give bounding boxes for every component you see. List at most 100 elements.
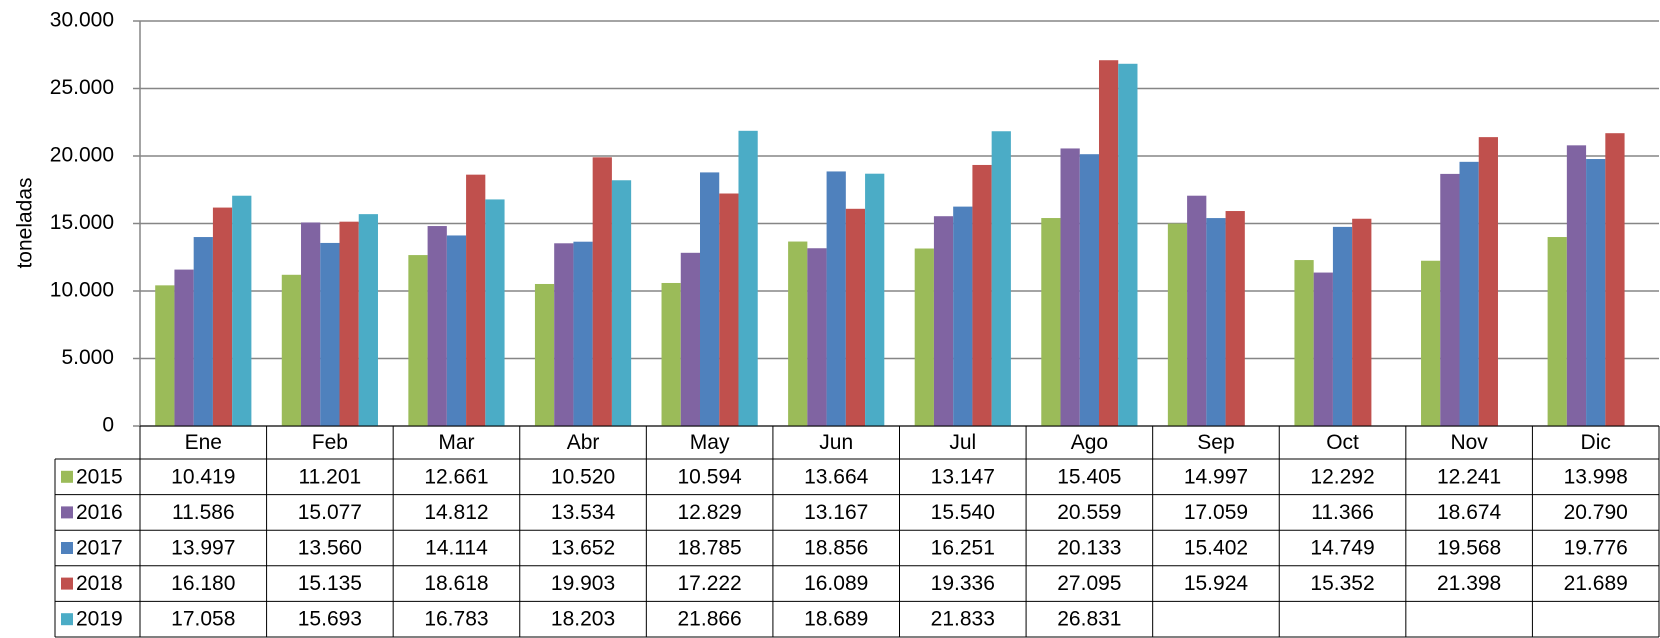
- bar: [339, 221, 359, 426]
- table-value: 11.366: [1311, 501, 1374, 524]
- bar: [953, 206, 973, 426]
- table-value: 21.833: [931, 608, 995, 631]
- bar: [1206, 218, 1226, 426]
- table-value: 26.831: [1057, 608, 1121, 631]
- bar: [1313, 272, 1333, 426]
- table-value: 15.077: [298, 501, 362, 524]
- bar: [719, 193, 739, 426]
- table-value: 15.402: [1184, 537, 1248, 560]
- bar: [788, 241, 808, 426]
- bar: [1098, 60, 1119, 426]
- x-tick-label: Oct: [1326, 431, 1359, 454]
- table-value: 10.419: [171, 465, 235, 488]
- table-value: 13.997: [171, 537, 235, 560]
- x-tick-label: Mar: [438, 431, 474, 454]
- table-value: 20.790: [1564, 501, 1628, 524]
- bar: [1041, 218, 1061, 426]
- bar: [281, 274, 302, 426]
- table-value: 10.594: [678, 465, 743, 488]
- table-value: 15.352: [1310, 572, 1374, 595]
- x-tick-label: Abr: [567, 431, 600, 454]
- bar: [680, 252, 701, 426]
- table-value: 14.114: [425, 537, 488, 560]
- legend-label: 2015: [76, 465, 123, 488]
- y-tick-label: 25.000: [50, 76, 114, 99]
- table-value: 18.856: [804, 537, 868, 560]
- table-value: 12.661: [424, 465, 488, 488]
- x-tick-label: Nov: [1450, 431, 1488, 454]
- table-value: 17.222: [678, 572, 742, 595]
- bar: [1225, 211, 1245, 426]
- bar: [1079, 154, 1099, 426]
- table-value: 18.618: [424, 572, 488, 595]
- table-value: 15.135: [298, 572, 362, 595]
- table-value: 14.997: [1184, 465, 1248, 488]
- x-tick-label: May: [690, 431, 730, 454]
- bar: [826, 171, 846, 426]
- table-value: 17.059: [1184, 501, 1248, 524]
- bar: [1421, 260, 1441, 426]
- table-value: 20.559: [1057, 501, 1121, 524]
- table-value: 21.866: [678, 608, 742, 631]
- table-value: 19.336: [931, 572, 995, 595]
- bar: [865, 173, 885, 426]
- bar: [991, 131, 1011, 426]
- bar: [700, 172, 720, 426]
- table-value: 20.133: [1057, 537, 1121, 560]
- bar: [232, 195, 252, 426]
- bar: [446, 235, 467, 426]
- table-value: 21.689: [1564, 572, 1628, 595]
- table-value: 16.251: [931, 537, 995, 560]
- table-value: 13.664: [804, 465, 869, 488]
- y-tick-label: 5.000: [61, 346, 114, 369]
- x-tick-label: Sep: [1197, 431, 1234, 454]
- table-value: 10.520: [551, 465, 615, 488]
- bar: [1332, 226, 1353, 426]
- table-value: 27.095: [1057, 572, 1121, 595]
- table-value: 19.568: [1437, 537, 1501, 560]
- bar: [320, 242, 340, 426]
- bar: [155, 285, 175, 426]
- bar: [554, 243, 574, 426]
- table-value: 16.089: [804, 572, 868, 595]
- legend-swatch: [61, 470, 73, 483]
- table-value: 15.405: [1057, 465, 1121, 488]
- legend-swatch: [61, 542, 73, 554]
- table-value: 18.203: [551, 608, 615, 631]
- legend-label: 2016: [76, 501, 123, 524]
- table-value: 15.924: [1184, 572, 1249, 595]
- bar: [573, 241, 593, 426]
- bar: [1352, 218, 1372, 426]
- table-value: 19.903: [551, 572, 615, 595]
- bar: [1605, 133, 1625, 427]
- legend-swatch: [61, 506, 73, 519]
- bar: [427, 226, 447, 426]
- table-value: 12.292: [1310, 465, 1374, 488]
- bar: [466, 174, 486, 426]
- table-value: 13.560: [298, 537, 362, 560]
- bar: [212, 207, 233, 426]
- bar: [738, 130, 758, 426]
- legend-swatch: [61, 577, 73, 590]
- legend-label: 2018: [76, 572, 123, 595]
- bar: [1118, 63, 1138, 427]
- bar: [1167, 223, 1188, 426]
- bar: [1547, 237, 1567, 426]
- bar: [534, 283, 555, 426]
- legend-swatch: [61, 613, 73, 626]
- table-value: 13.534: [551, 501, 616, 524]
- table-value: 18.689: [804, 608, 868, 631]
- bar: [1478, 137, 1498, 426]
- legend-label: 2017: [76, 537, 123, 560]
- x-tick-label: Ene: [185, 431, 222, 454]
- y-tick-label: 30.000: [50, 9, 114, 32]
- bar: [914, 248, 934, 426]
- x-tick-label: Ago: [1071, 431, 1108, 454]
- x-tick-label: Jun: [819, 431, 853, 454]
- bar: [1566, 145, 1587, 426]
- y-tick-label: 20.000: [50, 144, 114, 167]
- bar: [845, 208, 866, 426]
- bar: [358, 214, 378, 426]
- table-value: 18.785: [678, 537, 742, 560]
- y-tick-label: 15.000: [50, 211, 114, 234]
